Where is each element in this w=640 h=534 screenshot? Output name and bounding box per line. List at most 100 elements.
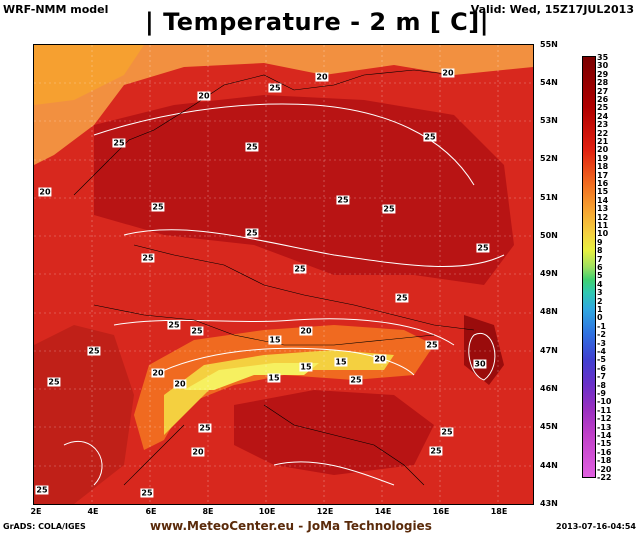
colorbar-tick-label: -10: [597, 397, 612, 407]
colorbar-tick-label: 9: [597, 237, 603, 247]
po-valley-hot-area: [234, 390, 434, 475]
colorbar-tick-label: 11: [597, 221, 609, 230]
lat-label-54n: 54N: [540, 78, 558, 87]
lat-label-47n: 47N: [540, 346, 558, 355]
contour-value-label: 25: [336, 195, 350, 205]
contour-value-label: 15: [267, 373, 281, 383]
lon-label-8e: 8E: [202, 507, 214, 516]
contour-value-label: 20: [315, 72, 329, 82]
colorbar-tick-label: 15: [597, 187, 609, 197]
isotherms: [63, 103, 505, 486]
colorbar-tick-label: -12: [597, 414, 612, 424]
contour-value-label: 25: [293, 264, 307, 274]
colorbar-tick-label: 12: [597, 212, 609, 222]
colorbar-tick-label: -8: [597, 380, 606, 390]
contour-value-label: 20: [151, 368, 165, 378]
contour-value-label: 25: [268, 83, 282, 93]
lon-label-18e: 18E: [490, 507, 508, 516]
colorbar-tick-label: 3: [597, 288, 603, 298]
lat-label-55n: 55N: [540, 40, 558, 49]
contour-value-label: 25: [349, 375, 363, 385]
temperature-map: [33, 44, 534, 505]
lat-label-51n: 51N: [540, 193, 558, 202]
contour-value-label: 20: [173, 379, 187, 389]
contour-value-label: 25: [382, 204, 396, 214]
contour-value-label: 20: [197, 91, 211, 101]
colorbar-tick-label: 28: [597, 78, 609, 88]
contour-value-label: 15: [334, 357, 348, 367]
colorbar-tick-label: 26: [597, 95, 609, 104]
colorbar-tick-label: 13: [597, 204, 609, 214]
grads-credit: GrADS: COLA/IGES: [3, 522, 86, 531]
alps-coolest-area: [184, 363, 319, 390]
colorbar-tick-label: 25: [597, 103, 609, 113]
contour-value-label: 25: [425, 340, 439, 350]
lat-label-44n: 44N: [540, 461, 558, 470]
colorbar-tick-label: -2: [597, 330, 606, 340]
contour-value-label: 20: [373, 354, 387, 364]
colorbar-tick-label: -1: [597, 321, 606, 331]
colorbar-tick-label: 10: [597, 229, 609, 239]
lon-label-16e: 16E: [432, 507, 450, 516]
valid-time: Valid: Wed, 15Z17JUL2013: [470, 3, 634, 16]
contour-value-label: 25: [423, 132, 437, 142]
lon-label-14e: 14E: [374, 507, 392, 516]
contour-value-label: 30: [473, 359, 487, 369]
model-label: WRF-NMM model: [3, 3, 109, 16]
colorbar-tick-label: 27: [597, 86, 609, 96]
contour-value-label: 15: [268, 335, 282, 345]
contour-value-label: 20: [38, 187, 52, 197]
lon-label-6e: 6E: [145, 507, 157, 516]
colorbar-tick-label: 5: [597, 271, 603, 281]
colorbar-tick-label: 7: [597, 254, 603, 264]
colorbar-tick-label: -9: [597, 389, 606, 398]
contour-value-label: 25: [87, 346, 101, 356]
contour-value-label: 25: [429, 446, 443, 456]
lat-label-48n: 48N: [540, 307, 558, 316]
colorbar-tick-label: -15: [597, 439, 612, 449]
colorbar-tick-label: 2: [597, 296, 603, 306]
colorbar-tick-label: 29: [597, 69, 609, 79]
colorbar-tick-label: 8: [597, 246, 603, 256]
lon-label-2e: 2E: [30, 507, 42, 516]
colorbar-tick-label: 20: [597, 145, 609, 155]
colorbar-tick-label: -22: [597, 473, 612, 482]
lon-label-12e: 12E: [316, 507, 334, 516]
colorbar-tick-label: -16: [597, 447, 612, 457]
colorbar-tick-label: -13: [597, 422, 612, 432]
lat-label-46n: 46N: [540, 384, 558, 393]
grid-lines: [34, 45, 533, 504]
central-europe-hot-area: [94, 95, 514, 285]
contour-value-label: 20: [441, 68, 455, 78]
lat-label-50n: 50N: [540, 231, 558, 240]
contour-value-label: 25: [198, 423, 212, 433]
contour-value-label: 20: [299, 326, 313, 336]
colorbar-tick-label: -11: [597, 405, 612, 415]
contour-value-label: 15: [299, 362, 313, 372]
contour-value-label: 25: [395, 293, 409, 303]
contour-value-label: 25: [190, 326, 204, 336]
colorbar-tick-label: -3: [597, 338, 606, 348]
lat-label-43n: 43N: [540, 499, 558, 508]
map-canvas: [34, 45, 533, 504]
colorbar-tick-label: 0: [597, 313, 603, 323]
colorbar-tick-label: -14: [597, 431, 612, 440]
contour-value-label: 25: [245, 142, 259, 152]
lat-label-49n: 49N: [540, 269, 558, 278]
contour-value-label: 25: [476, 243, 490, 253]
colorbar-tick-label: 23: [597, 120, 609, 130]
colorbar-tick-label: 22: [597, 128, 609, 138]
contour-value-label: 25: [35, 485, 49, 495]
colorbar-tick-label: 18: [597, 162, 609, 172]
lat-label-53n: 53N: [540, 116, 558, 125]
colorbar-tick-label: 19: [597, 153, 609, 163]
colorbar-tick-label: -5: [597, 355, 606, 365]
colorbar-tick-label: 21: [597, 137, 609, 146]
colorbar-tick-label: 4: [597, 279, 603, 289]
contour-value-label: 25: [151, 202, 165, 212]
colorbar-tick-label: -7: [597, 372, 606, 382]
lon-label-10e: 10E: [258, 507, 276, 516]
contour-value-label: 25: [47, 377, 61, 387]
contour-value-label: 25: [112, 138, 126, 148]
contour-value-label: 20: [191, 447, 205, 457]
